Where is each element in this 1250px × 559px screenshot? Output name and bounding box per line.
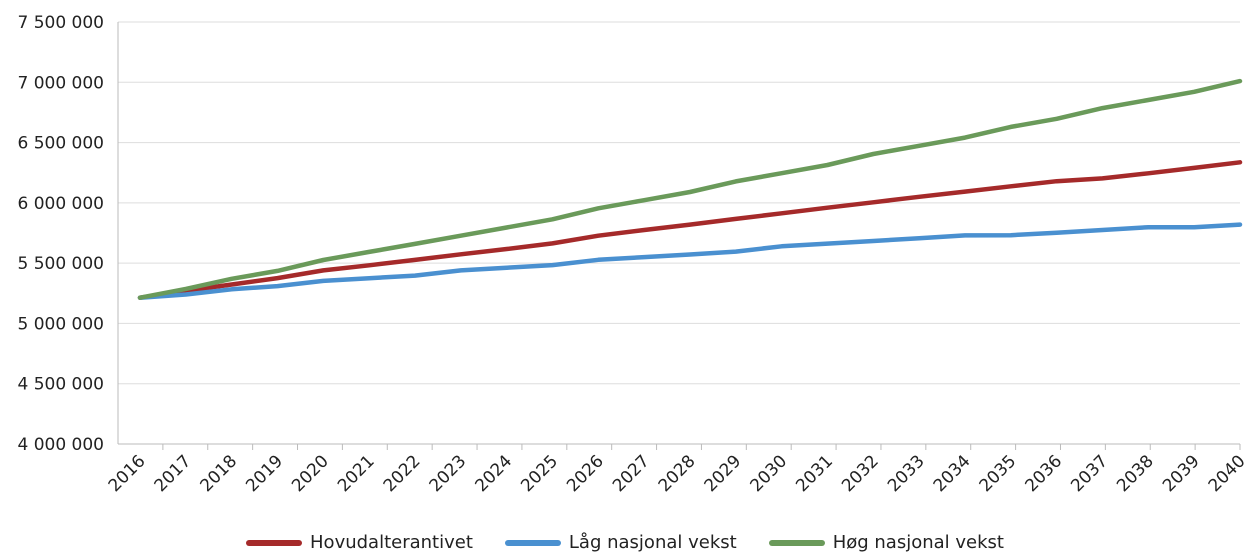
- y-axis-ticks: 4 000 000 4 500 000 5 000 000 5 500 000 6 00…: [17, 13, 104, 455]
- x-tick-label: 2031: [792, 451, 837, 496]
- legend-label: Hovudalterantivet: [310, 532, 473, 553]
- x-tick-label: 2035: [976, 451, 1021, 496]
- legend-swatch: [504, 539, 561, 546]
- x-tick-label: 2039: [1159, 451, 1204, 496]
- series-line-1: [137, 222, 1243, 300]
- x-tick-label: 2026: [563, 451, 608, 496]
- x-tick-label: 2016: [105, 451, 150, 496]
- y-tick-label: 7 500 000: [17, 13, 104, 33]
- series-lines: [137, 78, 1243, 300]
- x-tick-label: 2025: [517, 451, 562, 496]
- x-tick-label: 2020: [288, 451, 333, 496]
- x-tick-label: 2021: [334, 451, 379, 496]
- legend-label: Høg nasjonal vekst: [832, 532, 1004, 553]
- x-tick-label: 2022: [380, 451, 425, 496]
- x-tick-label: 2040: [1205, 451, 1250, 496]
- legend-swatch: [768, 539, 825, 546]
- y-tick-label: 4 000 000: [17, 435, 104, 455]
- x-tick-label: 2036: [1021, 451, 1066, 496]
- legend-item-hog-nasjonal-vekst: Høg nasjonal vekst: [768, 532, 1004, 553]
- line-chart: 4 000 000 4 500 000 5 000 000 5 500 000 6 00…: [17, 13, 1250, 496]
- x-axis-ticks: 2016 2017 2018 2019 2020 2021 2022 2023 2024 2025…: [105, 444, 1250, 496]
- legend-item-hovudalternativet: Hovudalterantivet: [246, 532, 473, 553]
- x-tick-label: 2019: [242, 451, 287, 496]
- x-tick-label: 2017: [151, 451, 196, 496]
- x-tick-label: 2018: [196, 451, 241, 496]
- x-tick-label: 2034: [930, 451, 975, 496]
- legend: Hovudalterantivet Låg nasjonal vekst Høg…: [0, 532, 1250, 553]
- y-tick-label: 4 500 000: [17, 375, 104, 395]
- x-tick-label: 2023: [426, 451, 471, 496]
- x-tick-label: 2024: [471, 451, 516, 496]
- x-tick-label: 2027: [609, 451, 654, 496]
- y-tick-label: 7 000 000: [17, 73, 104, 93]
- y-tick-label: 5 000 000: [17, 314, 104, 334]
- x-tick-label: 2037: [1067, 451, 1112, 496]
- x-tick-label: 2029: [701, 451, 746, 496]
- x-tick-label: 2030: [746, 451, 791, 496]
- series-line-2: [137, 78, 1243, 300]
- series-line-0: [137, 160, 1243, 300]
- y-tick-label: 5 500 000: [17, 254, 104, 274]
- x-tick-label: 2038: [1113, 451, 1158, 496]
- x-tick-label: 2033: [884, 451, 929, 496]
- y-tick-label: 6 500 000: [17, 134, 104, 154]
- legend-swatch: [246, 539, 303, 546]
- y-tick-label: 6 000 000: [17, 194, 104, 214]
- legend-item-lag-nasjonal-vekst: Låg nasjonal vekst: [504, 532, 737, 553]
- legend-label: Låg nasjonal vekst: [568, 532, 737, 553]
- x-tick-label: 2028: [655, 451, 700, 496]
- x-tick-label: 2032: [838, 451, 883, 496]
